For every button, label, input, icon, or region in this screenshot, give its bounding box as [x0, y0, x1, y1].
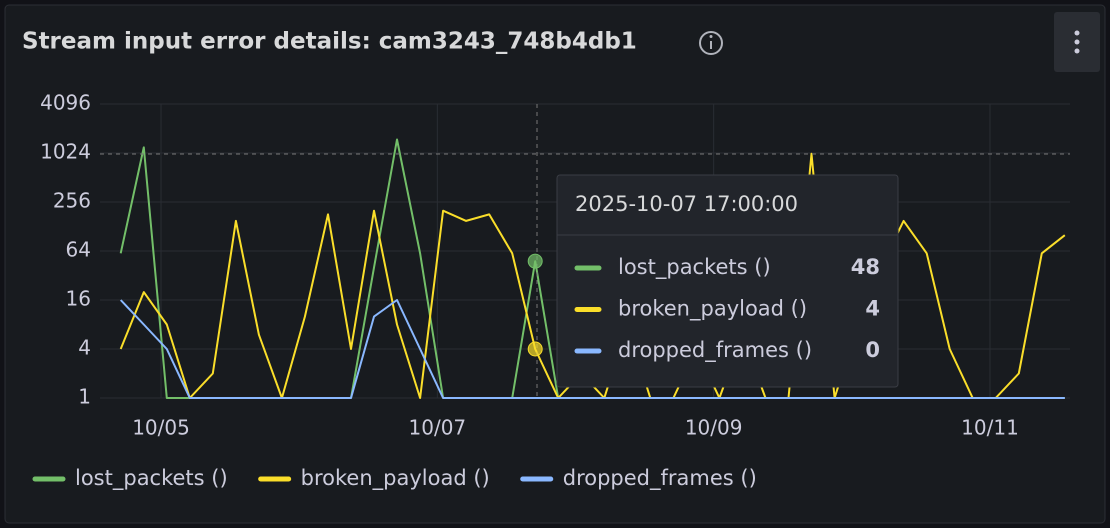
hover-points [527, 253, 543, 357]
info-icon[interactable] [699, 31, 723, 55]
tooltip-series-name: dropped_frames () [618, 338, 812, 363]
tooltip-series-name: broken_payload () [618, 297, 807, 322]
menu-button[interactable] [1054, 12, 1100, 72]
tooltip-value: 0 [865, 338, 880, 362]
y-tick-label: 4 [78, 336, 91, 360]
plot-area: 1 4 16 64 256 1024 4096 10/05 10/07 10/09 10/11 [40, 91, 1070, 440]
tooltip-series-name: lost_packets () [618, 255, 771, 280]
legend-item[interactable]: lost_packets () [32, 466, 228, 491]
legend-item[interactable]: dropped_frames () [520, 466, 757, 491]
legend-item[interactable]: broken_payload () [258, 466, 490, 491]
legend-label: dropped_frames () [563, 466, 757, 491]
y-tick-label: 16 [66, 287, 91, 311]
tooltip-value: 48 [851, 255, 880, 279]
legend: lost_packets () broken_payload () dropped_… [32, 466, 757, 491]
y-tick-label: 256 [53, 189, 91, 213]
y-tick-label: 1024 [40, 140, 91, 164]
legend-label: broken_payload () [301, 466, 490, 491]
y-tick-label: 64 [66, 238, 91, 262]
hover-point [527, 341, 543, 357]
x-tick-label: 10/07 [409, 416, 467, 440]
hover-point [527, 253, 543, 269]
y-tick-label: 1 [78, 385, 91, 409]
panel-title: Stream input error details: cam3243_748b… [22, 29, 637, 55]
panel-frame [4, 4, 1106, 524]
y-tick-label: 4096 [40, 91, 91, 115]
tooltip-value: 4 [865, 297, 880, 321]
x-tick-label: 10/05 [132, 416, 190, 440]
x-tick-label: 10/11 [961, 416, 1019, 440]
legend-label: lost_packets () [75, 466, 228, 491]
tooltip: 2025-10-07 17:00:00 lost_packets () 48 bro… [556, 174, 899, 388]
tooltip-time: 2025-10-07 17:00:00 [575, 192, 798, 216]
series-line [119, 299, 1065, 399]
x-tick-label: 10/09 [685, 416, 743, 440]
